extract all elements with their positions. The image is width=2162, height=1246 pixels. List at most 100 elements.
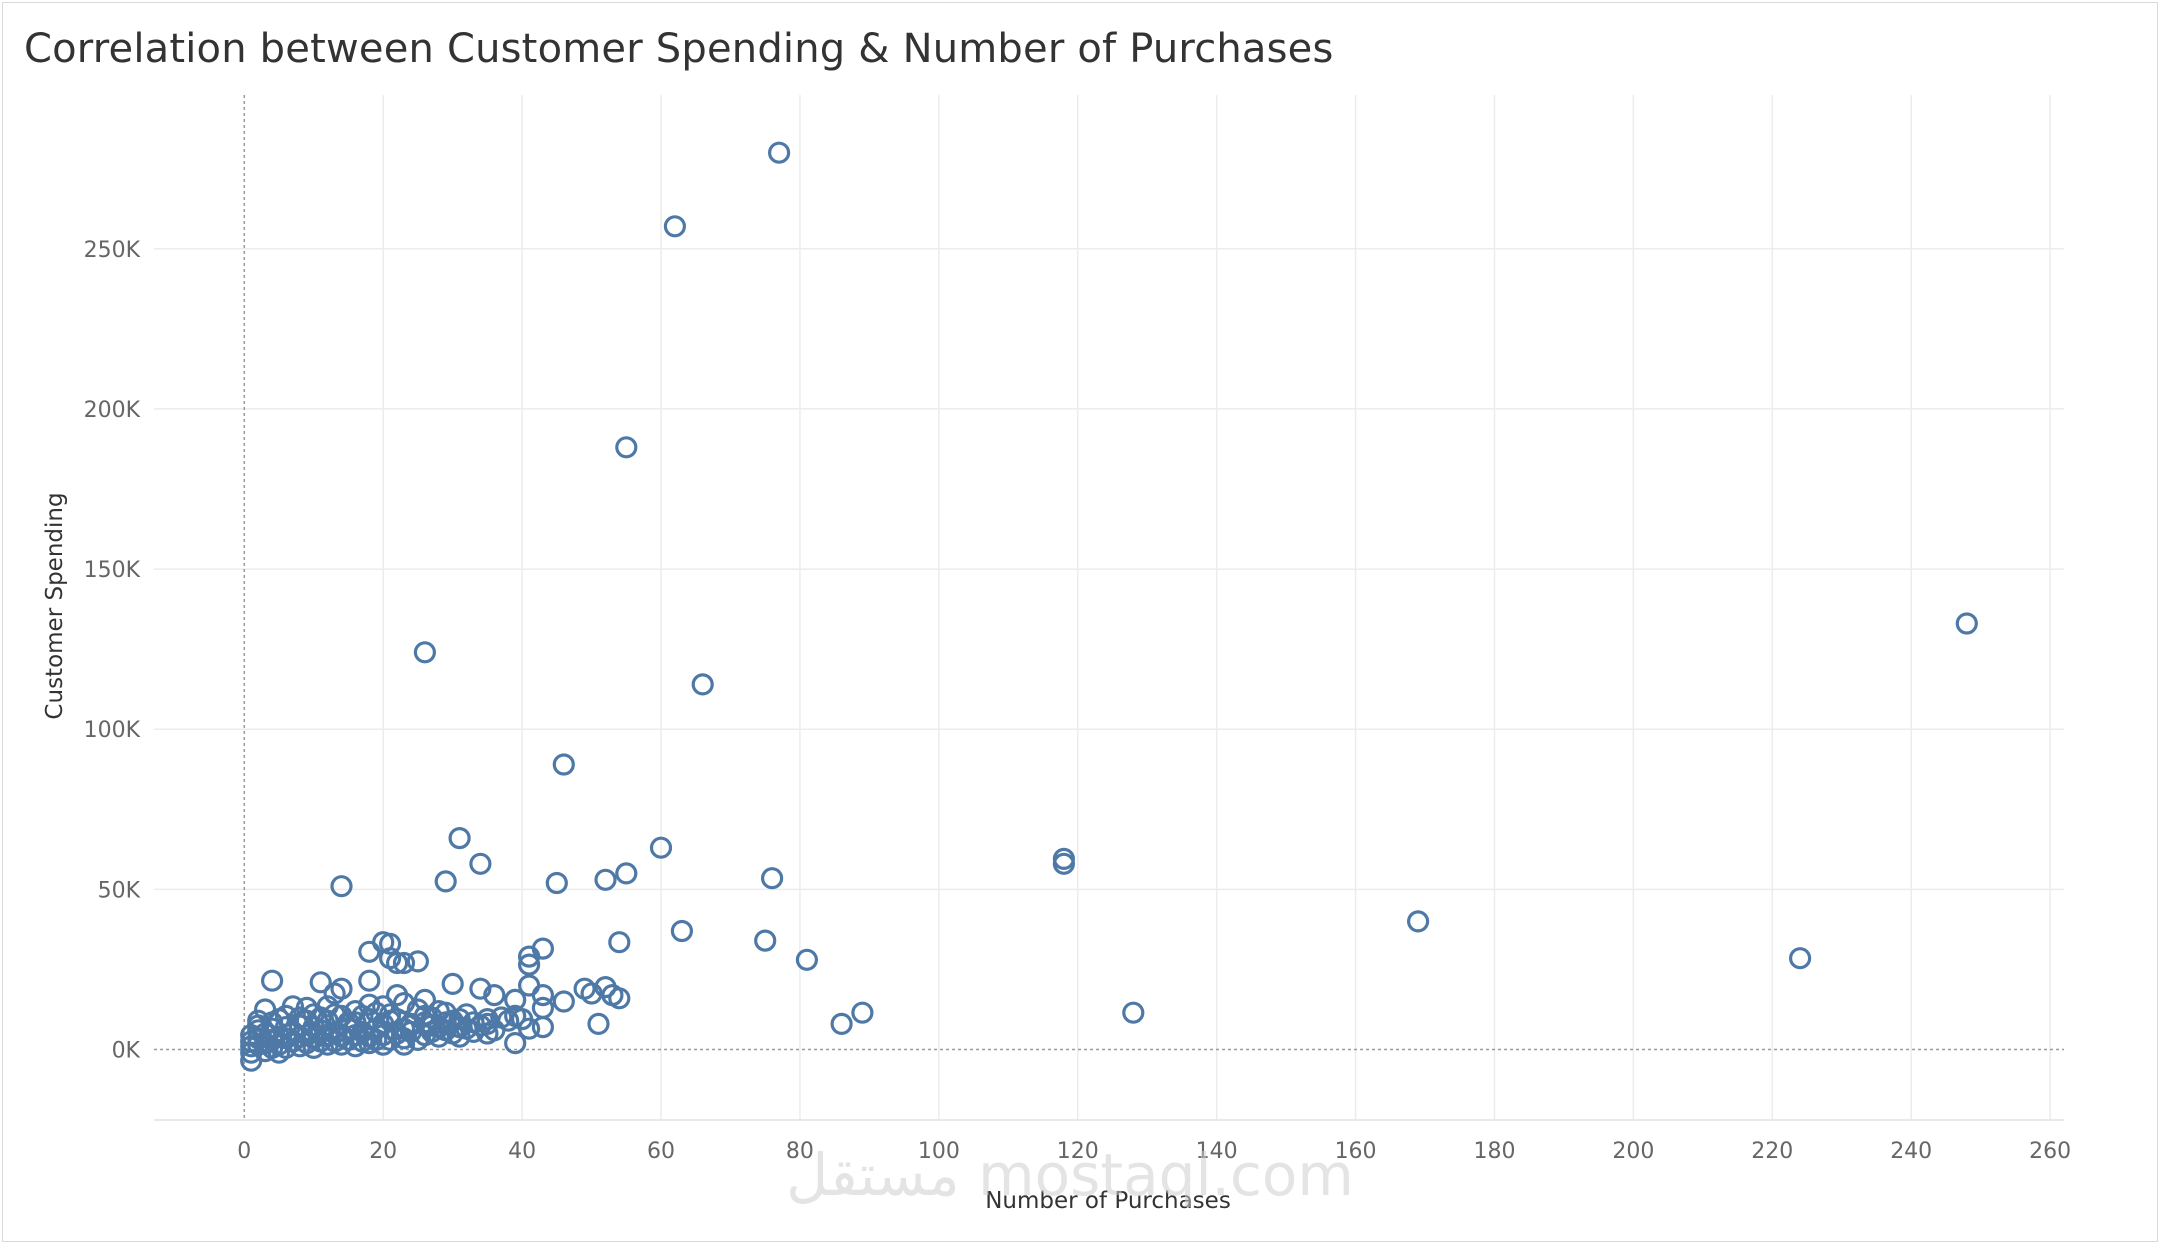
scatter-point [1052,852,1076,875]
scatter-point [517,953,541,976]
scatter-point [483,983,506,1007]
scatter-point [462,1020,485,1044]
scatter-point [663,215,687,238]
y-tick-label: 0K [112,1039,141,1064]
scatter-point [247,1014,270,1037]
x-tick-label: 160 [1335,1139,1377,1164]
x-tick-label: 60 [647,1139,675,1164]
scatter-point [531,983,555,1007]
scatter-point [1955,612,1978,635]
scatter-point [830,1012,853,1036]
y-tick-label: 250K [84,238,141,263]
scatter-point [851,1001,874,1024]
scatter-point [531,1015,555,1039]
scatter-point [441,972,464,996]
scatter-point [392,1017,416,1040]
scatter-point [358,969,381,992]
scatter-point [295,1009,318,1032]
scatter-point [267,1041,291,1064]
scatter-point [330,1033,353,1056]
scatter-point [358,1031,381,1055]
x-tick-label: 260 [2029,1139,2071,1164]
x-tick-label: 180 [1473,1139,1515,1164]
scatter-point [351,1004,374,1028]
y-tick-label: 200K [84,398,141,423]
scatter-point [392,951,416,975]
scatter-point [1788,947,1812,970]
scatter-point [767,141,791,164]
scatter-point [469,977,492,1000]
scatter-point [476,1007,499,1031]
scatter-point [754,929,777,952]
scatter-point [594,868,617,891]
scatter-point [497,1009,520,1032]
x-tick-label: 200 [1612,1139,1654,1164]
x-tick-label: 120 [1057,1139,1099,1164]
axes [154,95,2064,1121]
scatter-point [302,1036,325,1060]
scatter-point [587,1012,610,1036]
scatter-point [552,990,575,1013]
scatter-point [531,996,555,1020]
scatter-point [288,1035,311,1058]
scatter-point [434,870,457,893]
scatter-point [649,836,673,859]
x-tick-label: 40 [508,1139,536,1164]
x-tick-label: 140 [1196,1139,1238,1164]
data-points [240,141,1978,1072]
scatter-point [691,673,714,696]
scatter-point [434,1011,457,1034]
scatter-point [580,982,603,1005]
scatter-point [420,1014,443,1037]
scatter-point [261,1011,284,1034]
scatter-point [379,1003,402,1026]
x-tick-label: 100 [918,1139,960,1164]
scatter-point [386,951,409,975]
y-tick-label: 150K [84,558,141,583]
scatter-point [608,987,631,1010]
scatter-point [462,1011,485,1034]
scatter-point [309,1006,332,1029]
x-axis-label: Number of Purchases [985,1188,1231,1214]
scatter-point [406,950,429,973]
x-tick-label: 80 [786,1139,814,1164]
scatter-point [1122,1001,1145,1024]
scatter-point [358,940,381,963]
x-tick-label: 240 [1890,1139,1932,1164]
tick-labels: 0 20 40 60 80 100 120 140 160 180 200 220 240 260 0K 50… [84,238,2072,1164]
scatter-point [510,1007,534,1031]
scatter-point [517,945,541,968]
watermark: مستقل mostaql.com [786,1141,1354,1209]
scatter-point [316,1033,339,1056]
y-axis-label: Customer Spending [42,492,68,719]
scatter-point [261,969,284,992]
scatter-point [274,1004,298,1028]
scatter-point [448,1007,471,1031]
chart-title: Correlation between Customer Spending & … [24,26,1334,72]
scatter-point [608,931,631,954]
scatter-point [330,875,353,898]
scatter-point [545,871,568,895]
scatter-point [504,988,527,1012]
scatter-point [504,1031,527,1055]
scatter-point [309,971,332,994]
scatter-point [344,1035,367,1058]
scatter-point [760,867,784,890]
scatter-point [552,753,575,776]
scatter-point [448,826,471,850]
scatter-point [413,641,436,664]
x-tick-label: 20 [369,1139,397,1164]
scatter-point [1406,910,1430,933]
x-tick-label: 220 [1751,1139,1793,1164]
scatter-point [670,919,694,943]
scatter-point [615,862,638,885]
scatter-point [254,1039,277,1063]
watermark-text: مستقل mostaql.com [786,1141,1354,1209]
scatter-point [795,948,819,971]
scatter-point [323,982,346,1005]
scatter-point [379,932,402,955]
scatter-point [323,1003,346,1026]
scatter-point [469,852,492,875]
